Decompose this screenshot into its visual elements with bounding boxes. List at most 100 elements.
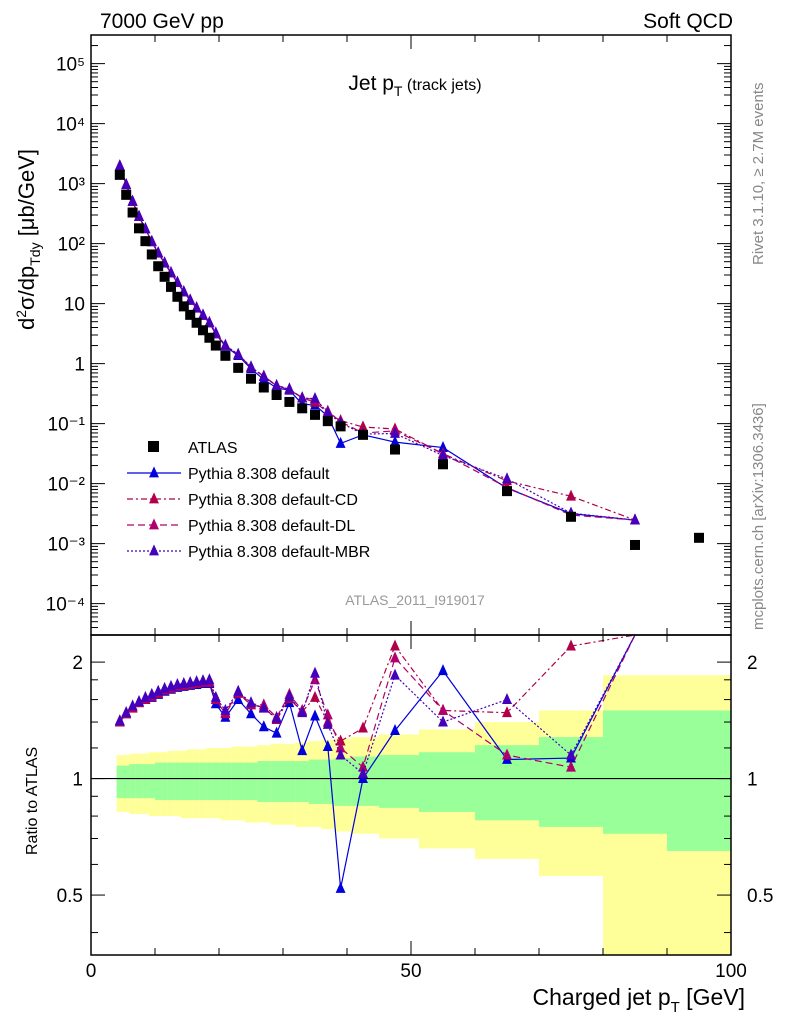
legend-marker-default xyxy=(149,466,159,478)
ratio-point-mbr xyxy=(146,687,157,699)
ratio-band-inner xyxy=(231,762,245,801)
ratio-band-inner xyxy=(187,762,194,801)
ratio-band-inner xyxy=(379,755,419,808)
ratio-band-inner xyxy=(116,765,123,799)
ratio-bands xyxy=(116,675,731,955)
ratio-point-cd xyxy=(358,721,368,733)
ratio-point-mbr xyxy=(438,715,448,727)
main-point-data xyxy=(134,223,144,234)
legend-label-dl: Pythia 8.308 default-DL xyxy=(188,518,355,535)
x-tick-label: 100 xyxy=(715,961,747,982)
main-y-axis-title: d2σ/dpTdy [μb/GeV] xyxy=(13,149,43,330)
ratio-point-dl xyxy=(322,708,333,720)
main-y-tick-label: 10⁴ xyxy=(56,115,85,136)
main-point-data xyxy=(204,332,215,343)
main-y-tick-label: 10⁻² xyxy=(48,475,86,496)
ratio-band-inner xyxy=(257,761,271,802)
main-point-cd xyxy=(358,420,368,432)
main-point-data xyxy=(159,271,170,282)
plot-title-suffix: (track jets) xyxy=(402,77,481,94)
main-point-mbr xyxy=(310,391,320,403)
ratio-point-dl xyxy=(566,760,576,772)
ratio-point-default xyxy=(438,664,448,676)
ratio-band-inner xyxy=(419,752,475,812)
main-y-tick-label: 10² xyxy=(58,235,85,256)
header-right: Soft QCD xyxy=(643,10,733,33)
ratio-band-inner xyxy=(167,762,175,801)
ratio-band-inner xyxy=(321,759,335,804)
ratio-band-inner xyxy=(142,764,149,799)
ratio-point-mbr xyxy=(284,689,295,701)
main-point-data xyxy=(271,390,282,400)
main-y-tick-label: 10⁻³ xyxy=(48,535,86,556)
header-left: 7000 GeV pp xyxy=(100,10,224,33)
ratio-point-mbr xyxy=(121,706,132,718)
rivet-label: Rivet 3.1.10, ≥ 2.7M events xyxy=(750,83,767,266)
main-point-data xyxy=(233,362,244,373)
main-y-tick-label: 10⁵ xyxy=(56,55,85,76)
ratio-point-mbr xyxy=(233,684,244,696)
ratio-point-mbr xyxy=(210,690,221,702)
main-point-data xyxy=(210,340,221,351)
ratio-point-cd xyxy=(310,690,320,702)
main-point-data xyxy=(153,261,164,272)
ratio-y-tick-label-right: 2 xyxy=(747,653,758,674)
main-y-tick-label: 10³ xyxy=(58,175,85,196)
ratio-band-inner xyxy=(244,762,258,801)
ratio-point-mbr xyxy=(358,767,368,779)
main-point-data xyxy=(322,416,333,427)
main-point-data xyxy=(630,539,640,550)
ratio-y-tick-label: 0.5 xyxy=(57,886,83,907)
main-point-mbr xyxy=(322,406,333,418)
ratio-point-default xyxy=(335,881,346,893)
ratio-point-mbr xyxy=(220,703,231,715)
main-point-mbr xyxy=(258,369,269,381)
main-point-mbr xyxy=(284,382,295,394)
ratio-point-mbr xyxy=(310,666,320,678)
legend-marker-mbr xyxy=(149,544,159,556)
main-point-mbr xyxy=(134,209,144,221)
ratio-y-tick-label: 2 xyxy=(72,653,83,674)
main-point-mbr xyxy=(204,315,215,327)
main-point-mbr xyxy=(502,472,512,484)
main-point-data xyxy=(335,421,346,432)
main-point-data xyxy=(172,291,183,302)
ratio-point-dl xyxy=(310,673,320,685)
legend-marker-cd xyxy=(149,492,159,504)
main-point-data xyxy=(258,382,269,393)
ratio-point-default xyxy=(233,692,244,704)
main-y-tick-label: 10 xyxy=(64,295,85,316)
main-point-mbr xyxy=(233,347,244,359)
axis-tick-labels: 0 50 100 10⁵ 10⁴ 10³ 10² 10 1 10⁻¹ 10⁻² 10⁻³ 10⁻⁴ 2 2 1… xyxy=(46,55,774,982)
axis-ticks xyxy=(90,35,732,955)
ratio-point-mbr xyxy=(297,706,308,718)
ratio-point-default xyxy=(258,720,269,732)
x-tick-label: 0 xyxy=(86,961,97,982)
main-point-mbr xyxy=(114,159,125,171)
main-point-default xyxy=(438,440,448,452)
ratio-point-default xyxy=(271,726,282,738)
main-point-data xyxy=(178,301,189,312)
ratio-band-inner xyxy=(129,764,136,799)
ratio-point-mbr xyxy=(271,711,282,723)
ratio-band-inner xyxy=(135,764,143,799)
mcplots-label: mcplots.cern.ch [arXiv:1306.3436] xyxy=(750,403,767,630)
ratio-point-mbr xyxy=(140,690,151,702)
ratio-band-inner xyxy=(283,761,296,802)
ratio-point-default xyxy=(322,739,333,751)
main-y-tick-label: 10⁻⁴ xyxy=(46,595,85,616)
main-point-data xyxy=(310,409,320,420)
ratio-point-mbr xyxy=(335,748,346,760)
ratio-point-default xyxy=(310,709,320,721)
ratio-point-mbr xyxy=(204,673,215,685)
main-point-data xyxy=(390,444,400,455)
ratio-point-mbr xyxy=(322,717,333,729)
main-point-data xyxy=(297,403,308,414)
main-point-data xyxy=(185,309,196,320)
plot-title: Jet pT (track jets) xyxy=(348,72,481,99)
legend: ATLAS Pythia 8.308 default Pythia 8.308 de… xyxy=(127,440,370,561)
main-point-data xyxy=(502,486,512,497)
ratio-band-inner xyxy=(667,710,731,851)
legend-marker-data xyxy=(148,441,159,452)
main-point-mbr xyxy=(191,301,202,313)
